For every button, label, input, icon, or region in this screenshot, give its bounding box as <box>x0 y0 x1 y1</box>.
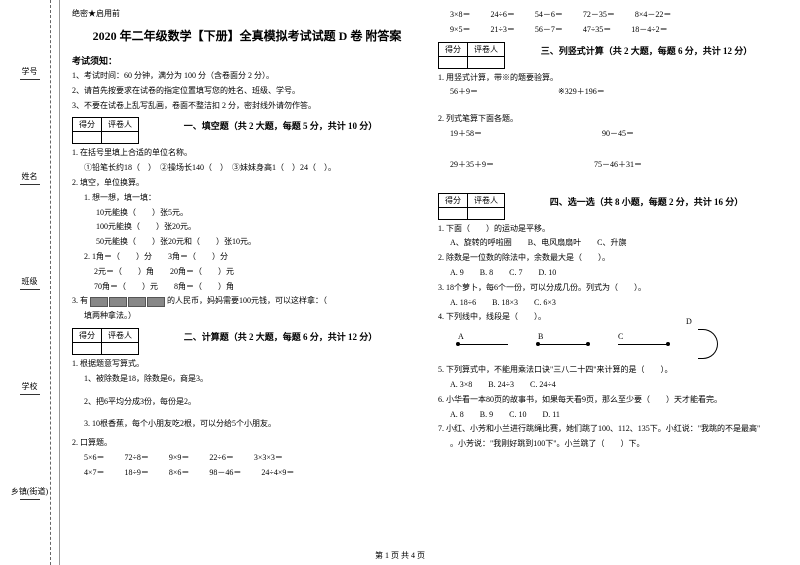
s1-q3b: 的人民币，妈妈需要100元钱，可以这样拿：（ <box>167 296 327 305</box>
s1-r4b: 2元＝（ ）角 20角＝（ ）元 <box>72 266 422 279</box>
content-area: 绝密★启用前 2020 年二年级数学【下册】全真模拟考试试题 D 卷 附答案 考… <box>60 0 800 565</box>
section-2-header: 得分评卷人 二、计算题（共 2 大题，每题 6 分，共计 12 分） <box>72 328 422 355</box>
shape-d: D <box>698 329 718 359</box>
segment-icon <box>618 344 668 345</box>
s4-q2: 2. 除数是一位数的除法中，余数最大是（ ）。 <box>438 252 788 265</box>
s1-q3a: 3. 有 <box>72 296 88 305</box>
money-icons <box>90 297 165 307</box>
right-column: 3×8＝24÷6＝54－6＝72－35＝8×4－22＝ 9×5＝21÷3＝56－… <box>438 8 788 557</box>
page-footer: 第 1 页 共 4 页 <box>0 550 800 561</box>
shape-options: A B C D <box>438 325 788 363</box>
shape-a: A <box>458 344 508 345</box>
s4-q6o: A. 8 B. 9 C. 10 D. 11 <box>438 409 788 422</box>
notice-1: 1、考试时间：60 分钟，满分为 100 分（含卷面分 2 分）。 <box>72 70 422 83</box>
s1-r4c: 70角＝（ ）元 8角＝（ ）角 <box>72 281 422 294</box>
s4-q7b: 。小芳说："我刚好跳到100下"。小兰跳了（ ）下。 <box>438 438 788 451</box>
s4-q2o: A. 9 B. 8 C. 7 D. 10 <box>438 267 788 280</box>
segment-icon <box>458 344 508 345</box>
gutter-name: 姓名 <box>20 171 40 185</box>
s4-q3: 3. 18个萝卜，每6个一份，可以分成几份。列式为（ ）。 <box>438 282 788 295</box>
score-table-4: 得分评卷人 <box>438 193 505 220</box>
s4-q5: 5. 下列算式中，不能用乘法口诀"三八二十四"来计算的是（ ）。 <box>438 364 788 377</box>
notice-3: 3、不要在试卷上乱写乱画，卷面不整洁扣 2 分，密封线外请勿作答。 <box>72 100 422 113</box>
score-table-3: 得分评卷人 <box>438 42 505 69</box>
arc-icon <box>698 329 718 359</box>
gutter-school: 学校 <box>20 381 40 395</box>
s4-q4: 4. 下列线中，线段是（ ）。 <box>438 311 788 324</box>
s4-q3o: A. 18÷6 B. 18×3 C. 6×3 <box>438 297 788 310</box>
secret-label: 绝密★启用前 <box>72 8 422 19</box>
shape-c: C <box>618 344 668 345</box>
s1-r2: 100元能换（ ）张20元。 <box>72 221 422 234</box>
s1-r4a: 2. 1角＝（ ）分 3角＝（ ）分 <box>72 251 422 264</box>
s4-q7: 7. 小红、小芳和小兰进行跳绳比赛，她们跳了100、112、135下。小红说："… <box>438 423 788 436</box>
s1-q2a: 1. 想一想，填一填： <box>72 192 422 205</box>
score-table-1: 得分评卷人 <box>72 117 139 144</box>
s1-q3: 3. 有 的人民币，妈妈需要100元钱，可以这样拿：（ <box>72 295 422 308</box>
section-4-header: 得分评卷人 四、选一选（共 8 小题，每题 2 分，共计 16 分） <box>438 193 788 220</box>
s2-q2: 2. 口算题。 <box>72 437 422 450</box>
s1-q2: 2. 填空，单位换算。 <box>72 177 422 190</box>
s4-q1: 1. 下面（ ）的运动是平移。 <box>438 223 788 236</box>
left-column: 绝密★启用前 2020 年二年级数学【下册】全真模拟考试试题 D 卷 附答案 考… <box>72 8 422 557</box>
s3-r2: 29＋35＋9＝75－46＋31＝ <box>438 159 788 172</box>
s1-r1: 10元能换（ ）张5元。 <box>72 207 422 220</box>
s3-r1: 19＋58＝90－45＝ <box>438 128 788 141</box>
gutter-class: 班级 <box>20 276 40 290</box>
s2-rowd: 9×5＝21÷3＝56－7＝47÷35＝18－4÷2＝ <box>438 24 788 37</box>
bill-icon <box>90 297 108 307</box>
notice-2: 2、请首先按要求在试卷的指定位置填写您的姓名、班级、学号。 <box>72 85 422 98</box>
s4-q5o: A. 3×8 B. 24÷3 C. 24÷4 <box>438 379 788 392</box>
s4-q6: 6. 小华看一本80页的故事书，如果每天看9页，那么至少要（ ）天才能看完。 <box>438 394 788 407</box>
section-1-header: 得分评卷人 一、填空题（共 2 大题，每题 5 分，共计 10 分） <box>72 117 422 144</box>
s2-rowb: 4×7＝18÷9＝8×6＝98－46＝24÷4×9＝ <box>72 467 422 480</box>
bill-icon <box>109 297 127 307</box>
s2-q1: 1. 根据题意写算式。 <box>72 358 422 371</box>
shape-b: B <box>538 344 588 345</box>
s1-q1a: ①铅笔长约18（ ） ②操场长140（ ） ③妹妹身高1（ ）24（ ）。 <box>72 162 422 175</box>
notice-title: 考试须知： <box>72 54 422 67</box>
s3-q1: 1. 用竖式计算，带※的题要验算。 <box>438 72 788 85</box>
exam-title: 2020 年二年级数学【下册】全真模拟考试试题 D 卷 附答案 <box>72 27 422 44</box>
dash-line <box>50 0 51 565</box>
segment-icon <box>538 344 588 345</box>
s1-r3: 50元能换（ ）张20元和（ ）张10元。 <box>72 236 422 249</box>
bill-icon <box>147 297 165 307</box>
s2-q1a: 1、被除数是18，除数是6，商是3。 <box>72 373 422 386</box>
gutter-studentid: 学号 <box>20 66 40 80</box>
s2-q1b: 2、把6平均分成3份，每份是2。 <box>72 396 422 409</box>
section-2-title: 二、计算题（共 2 大题，每题 6 分，共计 12 分） <box>139 328 422 343</box>
s3-q2: 2. 列式笔算下面各题。 <box>438 113 788 126</box>
binding-gutter: 学号 姓名 班级 学校 乡镇(街道) <box>0 0 60 565</box>
section-3-title: 三、列竖式计算（共 2 大题，每题 6 分，共计 12 分） <box>505 42 788 57</box>
s1-q1: 1. 在括号里填上合适的单位名称。 <box>72 147 422 160</box>
section-4-title: 四、选一选（共 8 小题，每题 2 分，共计 16 分） <box>505 193 788 208</box>
gutter-town: 乡镇(街道) <box>11 486 48 500</box>
s2-q1c: 3. 10根香蕉，每个小朋友吃2根，可以分给5个小朋友。 <box>72 418 422 431</box>
s3-q1row: 56＋9＝※329＋196＝ <box>438 86 788 99</box>
bill-icon <box>128 297 146 307</box>
s1-q3c: 填两种拿法。） <box>72 310 422 323</box>
s4-q1o: A、旋转的呼啦圈 B、电风扇扇叶 C、升旗 <box>438 237 788 250</box>
score-table-2: 得分评卷人 <box>72 328 139 355</box>
section-3-header: 得分评卷人 三、列竖式计算（共 2 大题，每题 6 分，共计 12 分） <box>438 42 788 69</box>
s2-rowa: 5×6＝72÷8＝9×9＝22÷6＝3×3×3＝ <box>72 452 422 465</box>
section-1-title: 一、填空题（共 2 大题，每题 5 分，共计 10 分） <box>139 117 422 132</box>
s2-rowc: 3×8＝24÷6＝54－6＝72－35＝8×4－22＝ <box>438 9 788 22</box>
